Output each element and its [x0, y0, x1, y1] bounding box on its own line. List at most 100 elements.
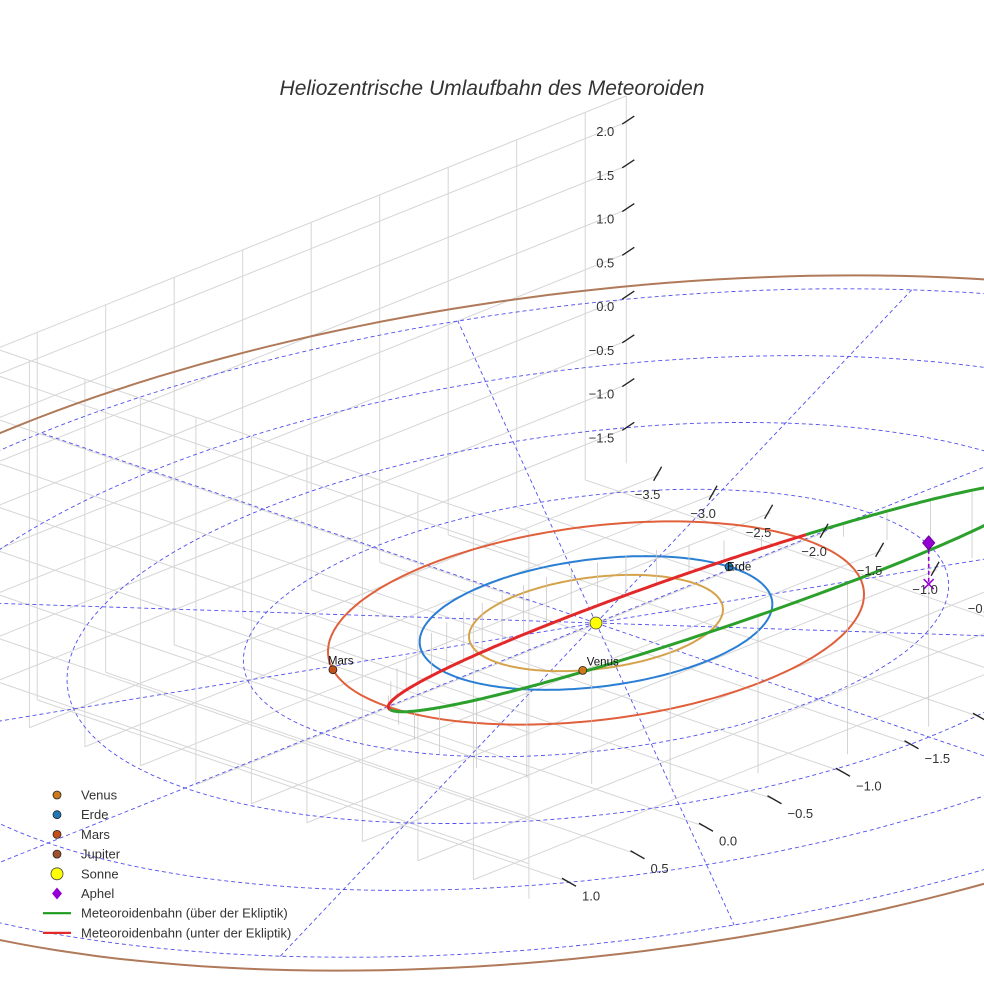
y-tick-label: 1.0 — [582, 888, 600, 903]
planet-label-venus: Venus — [587, 656, 619, 668]
orbit-above-ecliptic — [389, 486, 984, 714]
pane-gridline — [0, 340, 627, 593]
legend-label: Sonne — [81, 866, 119, 881]
pane-gridline — [0, 375, 530, 558]
y-tick-label: 0.5 — [651, 861, 669, 876]
pane-gridline — [362, 591, 984, 843]
x-tick-label: −2.5 — [746, 525, 772, 540]
legend-label: Meteoroidenbahn (über der Ekliptik) — [81, 906, 288, 921]
z-tick-label: −0.5 — [589, 343, 615, 358]
y-tick-mark — [630, 850, 645, 860]
pane-gridline — [311, 589, 845, 773]
legend-label: Jupiter — [81, 847, 121, 862]
pane-gridline — [0, 349, 530, 532]
pane-gridline — [0, 507, 530, 690]
z-tick-mark — [621, 203, 635, 213]
meteoroid-orbit — [386, 486, 984, 714]
pane-gridline — [242, 616, 776, 801]
legend-marker-sonne — [50, 867, 64, 881]
legend-marker-aphel — [52, 887, 62, 900]
y-tick-label: 0.0 — [719, 833, 737, 848]
z-tick-mark — [621, 246, 635, 256]
legend-label: Venus — [81, 788, 118, 803]
y-tick-mark — [698, 822, 714, 832]
z-tick-label: −1.5 — [589, 430, 615, 445]
ecliptic-spoke — [40, 432, 597, 624]
z-tick-label: 0.0 — [596, 299, 614, 314]
z-tick-label: −1.0 — [589, 387, 615, 402]
pane-gridline — [105, 671, 639, 856]
legend-marker-venus — [52, 790, 62, 800]
pane-gridline — [0, 252, 627, 506]
pane-gridline — [516, 506, 984, 668]
pane-gridline — [0, 638, 530, 821]
z-tick-mark — [621, 115, 635, 125]
legend-marker-jupiter — [52, 849, 62, 859]
z-tick-label: 0.5 — [596, 255, 614, 270]
pane-gridline — [585, 479, 984, 617]
chart-title: Heliozentrische Umlaufbahn des Meteoroid… — [280, 77, 705, 100]
axis-panes — [0, 95, 984, 899]
aphelion-projection-marker — [923, 578, 935, 590]
ecliptic-grid — [0, 288, 984, 958]
pane-gridline — [0, 463, 530, 646]
pane-gridline — [0, 165, 627, 418]
legend-label: Meteoroidenbahn (unter der Ekliptik) — [81, 925, 291, 940]
y-tick-mark — [767, 795, 782, 805]
planet-label-erde: Erde — [727, 562, 751, 574]
pane-gridline — [0, 550, 530, 733]
orbit-jupiter — [0, 274, 984, 972]
ecliptic-spoke — [595, 558, 984, 624]
sun-marker — [589, 616, 603, 630]
orbit-erde — [418, 555, 774, 691]
pane-gridline — [37, 699, 571, 883]
x-tick-label: −2.0 — [801, 544, 827, 559]
x-tick-mark — [819, 523, 829, 539]
x-tick-mark — [764, 504, 774, 520]
planet-orbits — [0, 274, 984, 972]
planet-erde — [724, 562, 734, 572]
pane-gridline — [0, 95, 627, 348]
pane-gridline — [174, 644, 708, 828]
z-tick-mark — [621, 159, 635, 169]
x-tick-label: −0.5 — [968, 601, 984, 616]
pane-gridline — [0, 419, 530, 602]
planet-venus — [578, 665, 588, 675]
pane-gridline — [0, 296, 627, 550]
y-tick-mark — [835, 767, 851, 777]
planet-mars — [328, 665, 338, 675]
planet-label-mars: Mars — [328, 656, 354, 668]
pane-gridline — [0, 594, 530, 777]
ecliptic-circle — [0, 288, 984, 958]
x-tick-mark — [708, 485, 718, 501]
pane-gridline — [0, 682, 530, 865]
x-tick-label: −1.5 — [857, 563, 883, 578]
z-tick-mark — [621, 290, 635, 300]
legend-label: Aphel — [81, 886, 114, 901]
x-tick-label: −1.0 — [912, 582, 938, 597]
y-tick-mark — [561, 877, 577, 887]
y-tick-mark — [904, 740, 919, 750]
axis-ticks: −3.5−3.0−2.5−2.0−1.5−1.0−0.50.00.5−3.0−2… — [561, 115, 984, 903]
x-tick-mark — [875, 542, 885, 558]
y-tick-label: −0.5 — [788, 806, 814, 821]
x-tick-label: −3.5 — [635, 487, 661, 502]
z-tick-label: 1.5 — [596, 168, 614, 183]
ecliptic-circle — [0, 355, 984, 891]
orbit-below-ecliptic — [386, 642, 503, 711]
ecliptic-spoke — [595, 622, 984, 637]
pane-gridline — [0, 121, 627, 375]
orbit-below-ecliptic — [501, 533, 807, 645]
legend: Venus Erde Mars Jupiter Sonne Aphel Meteoroide… — [43, 788, 291, 940]
y-tick-mark — [972, 712, 984, 721]
pane-gridline — [0, 427, 627, 681]
ecliptic-spoke — [0, 622, 597, 722]
legend-label: Mars — [81, 827, 110, 842]
z-tick-label: 1.0 — [596, 212, 614, 227]
ecliptic-spoke — [595, 622, 735, 926]
y-tick-label: −1.5 — [925, 751, 951, 766]
z-tick-mark — [621, 378, 635, 388]
x-tick-mark — [930, 561, 940, 577]
x-tick-mark — [653, 466, 663, 482]
